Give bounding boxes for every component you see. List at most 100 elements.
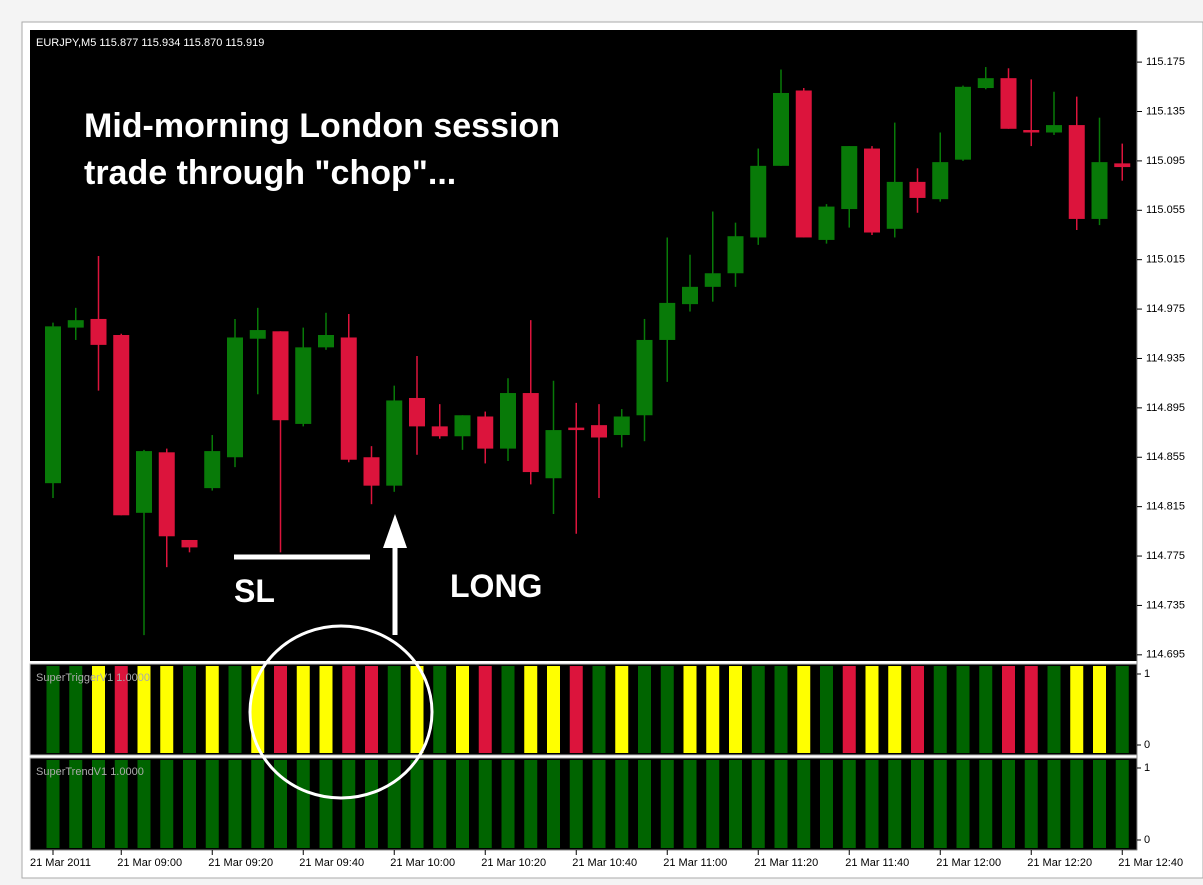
indicator-bar [92, 760, 105, 848]
indicator-bar [911, 666, 924, 753]
indicator-bar [569, 760, 583, 848]
candle-body [1046, 125, 1062, 133]
indicator-bar [751, 760, 765, 848]
candle-body [977, 78, 994, 89]
indicator-bar [342, 666, 356, 753]
x-tick-label: 21 Mar 10:40 [572, 857, 637, 869]
x-tick-label: 21 Mar 12:20 [1027, 857, 1092, 869]
candle-body [795, 90, 812, 238]
candle-body [113, 335, 130, 516]
y-tick-label: 114.935 [1146, 352, 1185, 364]
x-tick-label: 21 Mar 2011 [30, 857, 91, 869]
indicator-bar [387, 666, 401, 753]
candle-body [386, 400, 403, 486]
indicator-bar [615, 760, 629, 848]
indicator-bar [46, 666, 60, 753]
y-tick-label: 0 [1144, 739, 1150, 751]
candle-body [249, 330, 266, 339]
candle-body [340, 337, 357, 460]
indicator-bar [660, 760, 674, 848]
indicator-bar [69, 760, 83, 848]
x-tick-label: 21 Mar 12:40 [1118, 857, 1183, 869]
candle-body [568, 427, 585, 431]
indicator-bar [865, 666, 879, 753]
candle-body [158, 452, 175, 537]
indicator-bar [296, 760, 310, 848]
indicator-bar [842, 666, 856, 753]
indicator-bar [683, 760, 697, 848]
indicator-bar [433, 760, 447, 848]
candle-body [1068, 125, 1085, 219]
candle-body [45, 326, 61, 484]
x-tick-label: 21 Mar 09:00 [117, 857, 182, 869]
candle-body [955, 86, 971, 160]
indicator-bar [638, 666, 651, 753]
indicator-bar [478, 666, 492, 753]
indicator-bar [706, 666, 720, 753]
indicator-bar [820, 760, 833, 848]
candle-body [295, 347, 312, 424]
indicator-bar [797, 760, 811, 848]
y-tick-label: 114.815 [1146, 501, 1185, 513]
indicator-bar [46, 760, 60, 848]
x-tick-label: 21 Mar 09:20 [208, 857, 273, 869]
indicator-bar [569, 666, 583, 753]
indicator-bar [433, 666, 447, 753]
candle-body [204, 451, 221, 489]
candle-body [659, 302, 676, 340]
indicator-bar [888, 666, 902, 753]
annotation: trade through "chop"... [84, 154, 456, 192]
indicator-bar [1002, 760, 1015, 848]
x-tick-label: 21 Mar 11:20 [754, 857, 818, 869]
indicator-bar [797, 666, 811, 753]
indicator-bar [319, 760, 333, 848]
x-tick-label: 21 Mar 10:00 [390, 857, 455, 869]
candle-body [136, 451, 152, 513]
x-tick-label: 21 Mar 09:40 [299, 857, 364, 869]
indicator-bar [842, 760, 856, 848]
indicator-bar [1024, 666, 1038, 753]
indicator-bar [956, 666, 970, 753]
indicator-bar [387, 760, 401, 848]
candle-body [500, 393, 516, 449]
annotation: LONG [450, 568, 542, 604]
indicator-bar [205, 666, 219, 753]
candle-body [1091, 162, 1108, 219]
candle-body [318, 335, 334, 348]
indicator-bar [1070, 760, 1084, 848]
indicator-bar [365, 760, 378, 848]
indicator-bar [865, 760, 879, 848]
indicator-bar [205, 760, 219, 848]
indicator-bar [1093, 760, 1106, 848]
indicator-bar [751, 666, 765, 753]
candle-body [886, 181, 903, 229]
indicator-bar [979, 666, 993, 753]
candle-body [727, 236, 744, 274]
indicator-bar [160, 666, 174, 753]
candle-body [409, 397, 425, 427]
candle-body [682, 286, 698, 305]
indicator-bar [92, 666, 105, 753]
indicator-label: SuperTriggerV1 1.0000 [36, 672, 150, 684]
candle-body [227, 337, 243, 458]
y-tick-label: 115.175 [1146, 56, 1185, 68]
candle-body [545, 430, 562, 479]
x-tick-label: 21 Mar 10:20 [481, 857, 546, 869]
highlight-circle [248, 624, 434, 800]
indicator-bar [456, 760, 469, 848]
indicator-bar [933, 666, 947, 753]
indicator-bar [524, 760, 538, 848]
indicator-bar [1024, 760, 1038, 848]
indicator-bar [274, 760, 287, 848]
candle-body [591, 425, 607, 438]
indicator-bar [524, 666, 538, 753]
symbol-header: EURJPY,M5 115.877 115.934 115.870 115.91… [36, 37, 264, 49]
indicator-bar [319, 666, 333, 753]
y-tick-label: 114.775 [1146, 550, 1185, 562]
candle-body [363, 457, 380, 486]
indicator-bar [933, 760, 947, 848]
indicator-bar [501, 666, 515, 753]
y-tick-label: 115.095 [1146, 155, 1185, 167]
candle-body [1023, 130, 1040, 133]
candle-body [750, 165, 767, 238]
